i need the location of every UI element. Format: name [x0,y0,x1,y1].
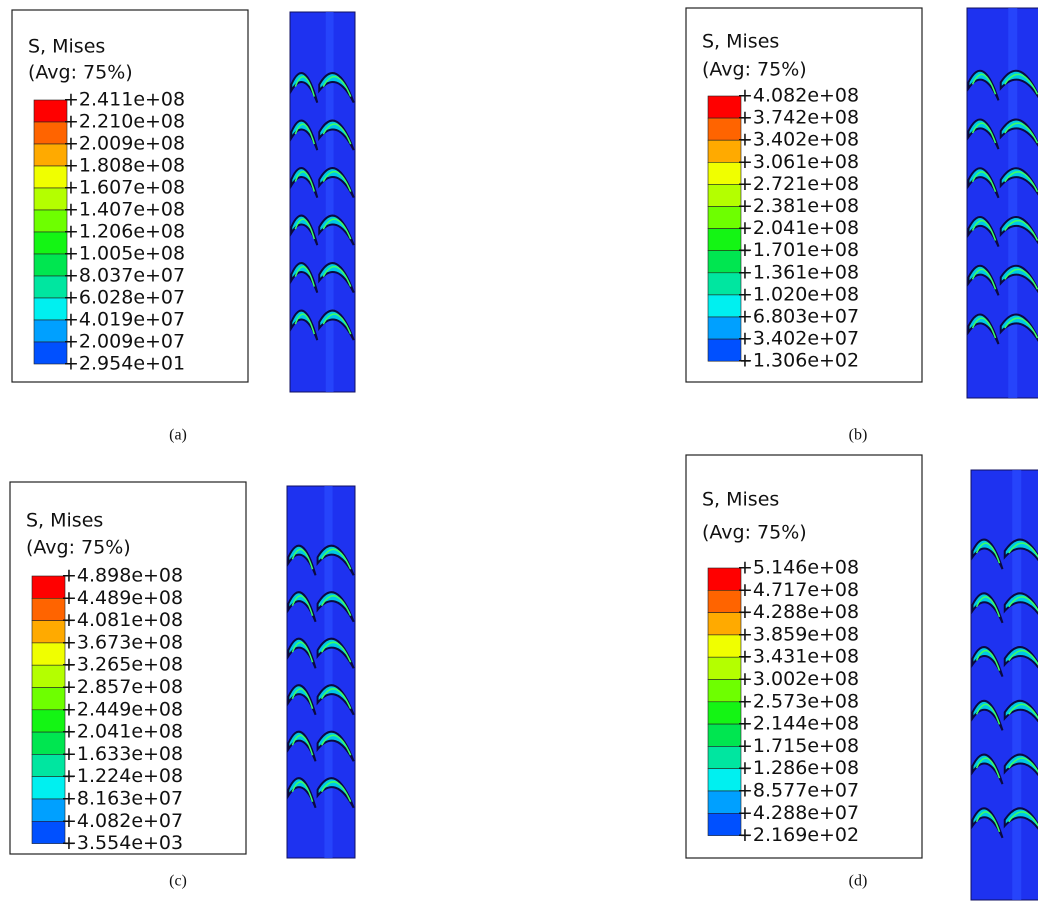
legend-label: +3.431e+08 [737,646,859,668]
legend-label: +1.306e+02 [737,350,859,372]
caption: (b) [849,427,868,444]
legend-label: +1.224e+08 [61,765,183,787]
legend-label: +4.898e+08 [61,565,183,587]
legend-label: +3.061e+08 [737,151,859,173]
legend-label: +4.082e+07 [61,810,183,832]
legend-label: +4.288e+07 [737,802,859,824]
legend-label: +4.717e+08 [737,579,859,601]
rebar [967,8,1038,398]
legend-label: +2.041e+08 [61,721,183,743]
legend-label: +3.859e+08 [737,623,859,645]
rebar [290,12,355,392]
legend-label: +1.633e+08 [61,743,183,765]
panel: S, Mises(Avg: 75%)+2.411e+08+2.210e+08+2… [12,10,355,444]
legend-label: +2.411e+08 [63,89,185,111]
legend-title: S, Mises [28,36,105,58]
legend-label: +1.206e+08 [63,221,185,243]
legend-subtitle: (Avg: 75%) [26,537,131,559]
legend-label: +4.081e+08 [61,609,183,631]
legend-label: +4.082e+08 [737,85,859,107]
legend-label: +1.407e+08 [63,199,185,221]
legend-label: +2.857e+08 [61,676,183,698]
caption: (c) [169,873,187,890]
legend-label: +4.019e+07 [63,309,185,331]
caption: (a) [169,427,187,444]
legend-label: +2.144e+08 [737,713,859,735]
legend-label: +2.381e+08 [737,195,859,217]
legend-label: +1.361e+08 [737,261,859,283]
rebar-body [971,470,1038,900]
legend-label: +1.808e+08 [63,155,185,177]
panel: S, Mises(Avg: 75%)+4.082e+08+3.742e+08+3… [686,8,1038,444]
legend-label: +2.041e+08 [737,217,859,239]
caption: (d) [849,873,868,890]
legend-label: +3.402e+07 [737,328,859,350]
legend-label: +2.009e+07 [63,331,185,353]
panel: S, Mises(Avg: 75%)+4.898e+08+4.489e+08+4… [10,482,355,890]
legend-label: +1.607e+08 [63,177,185,199]
legend-title: S, Mises [702,489,779,511]
legend-label: +1.286e+08 [737,757,859,779]
legend-label: +4.489e+08 [61,587,183,609]
rebar-shade [1012,470,1021,900]
legend-label: +3.742e+08 [737,107,859,129]
legend-label: +3.265e+08 [61,654,183,676]
legend-label: +2.449e+08 [61,698,183,720]
legend-label: +2.954e+01 [63,353,185,375]
rebar [971,470,1038,900]
legend-label: +2.169e+02 [737,824,859,846]
legend-subtitle: (Avg: 75%) [28,62,133,84]
rebar-body [290,12,355,392]
legend-label: +3.002e+08 [737,668,859,690]
legend-label: +3.554e+03 [61,832,183,854]
legend-label: +2.009e+08 [63,133,185,155]
legend-label: +1.701e+08 [737,239,859,261]
rebar-body [287,486,355,858]
legend-label: +8.037e+07 [63,265,185,287]
legend-label: +6.028e+07 [63,287,185,309]
rebar-shade [324,486,332,858]
legend-title: S, Mises [26,510,103,532]
legend-subtitle: (Avg: 75%) [702,59,807,81]
legend-label: +8.577e+07 [737,780,859,802]
legend-label: +1.005e+08 [63,243,185,265]
legend-label: +1.715e+08 [737,735,859,757]
legend-label: +2.573e+08 [737,690,859,712]
legend-subtitle: (Avg: 75%) [702,522,807,544]
legend-label: +6.803e+07 [737,306,859,328]
legend-title: S, Mises [702,31,779,53]
rebar-shade [326,12,334,392]
figure: S, Mises(Avg: 75%)+2.411e+08+2.210e+08+2… [0,0,1038,918]
legend-label: +2.721e+08 [737,173,859,195]
legend-label: +8.163e+07 [61,788,183,810]
rebar-body [967,8,1038,398]
legend-label: +5.146e+08 [737,557,859,579]
legend-label: +3.673e+08 [61,631,183,653]
legend-label: +1.020e+08 [737,283,859,305]
rebar-shade [1008,8,1017,398]
legend-label: +4.288e+08 [737,601,859,623]
panel: S, Mises(Avg: 75%)+5.146e+08+4.717e+08+4… [686,455,1038,900]
legend-label: +2.210e+08 [63,111,185,133]
rebar [287,486,355,858]
legend-label: +3.402e+08 [737,129,859,151]
